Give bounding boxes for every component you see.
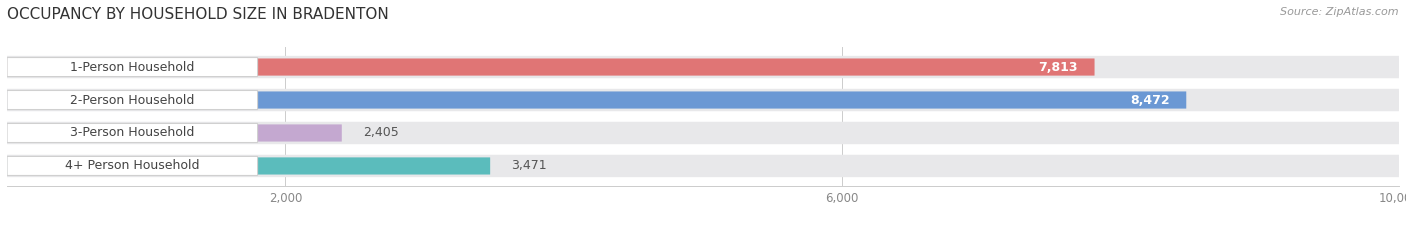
- FancyBboxPatch shape: [7, 122, 1399, 144]
- Text: 2,405: 2,405: [363, 127, 398, 140]
- FancyBboxPatch shape: [7, 90, 257, 110]
- Text: 7,813: 7,813: [1039, 61, 1078, 74]
- Text: 3-Person Household: 3-Person Household: [70, 127, 194, 140]
- FancyBboxPatch shape: [7, 89, 1399, 111]
- Text: 1-Person Household: 1-Person Household: [70, 61, 194, 74]
- Text: 4+ Person Household: 4+ Person Household: [65, 159, 200, 172]
- FancyBboxPatch shape: [7, 155, 1399, 177]
- Text: Source: ZipAtlas.com: Source: ZipAtlas.com: [1281, 7, 1399, 17]
- FancyBboxPatch shape: [7, 124, 342, 142]
- FancyBboxPatch shape: [7, 91, 1187, 109]
- FancyBboxPatch shape: [7, 123, 257, 143]
- Text: 2-Person Household: 2-Person Household: [70, 93, 194, 106]
- Text: 8,472: 8,472: [1130, 93, 1170, 106]
- FancyBboxPatch shape: [7, 157, 491, 175]
- Text: OCCUPANCY BY HOUSEHOLD SIZE IN BRADENTON: OCCUPANCY BY HOUSEHOLD SIZE IN BRADENTON: [7, 7, 389, 22]
- FancyBboxPatch shape: [7, 58, 1094, 76]
- FancyBboxPatch shape: [7, 58, 257, 77]
- Text: 3,471: 3,471: [510, 159, 547, 172]
- FancyBboxPatch shape: [7, 56, 1399, 78]
- FancyBboxPatch shape: [7, 156, 257, 175]
